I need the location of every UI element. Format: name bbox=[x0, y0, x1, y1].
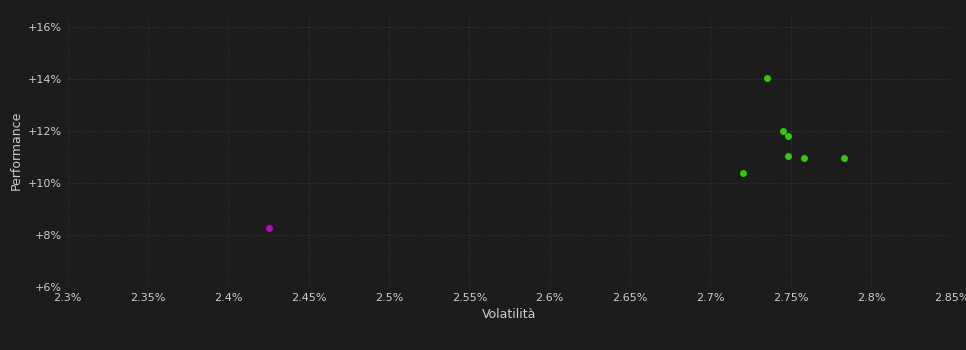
X-axis label: Volatilità: Volatilità bbox=[482, 308, 537, 321]
Y-axis label: Performance: Performance bbox=[10, 111, 22, 190]
